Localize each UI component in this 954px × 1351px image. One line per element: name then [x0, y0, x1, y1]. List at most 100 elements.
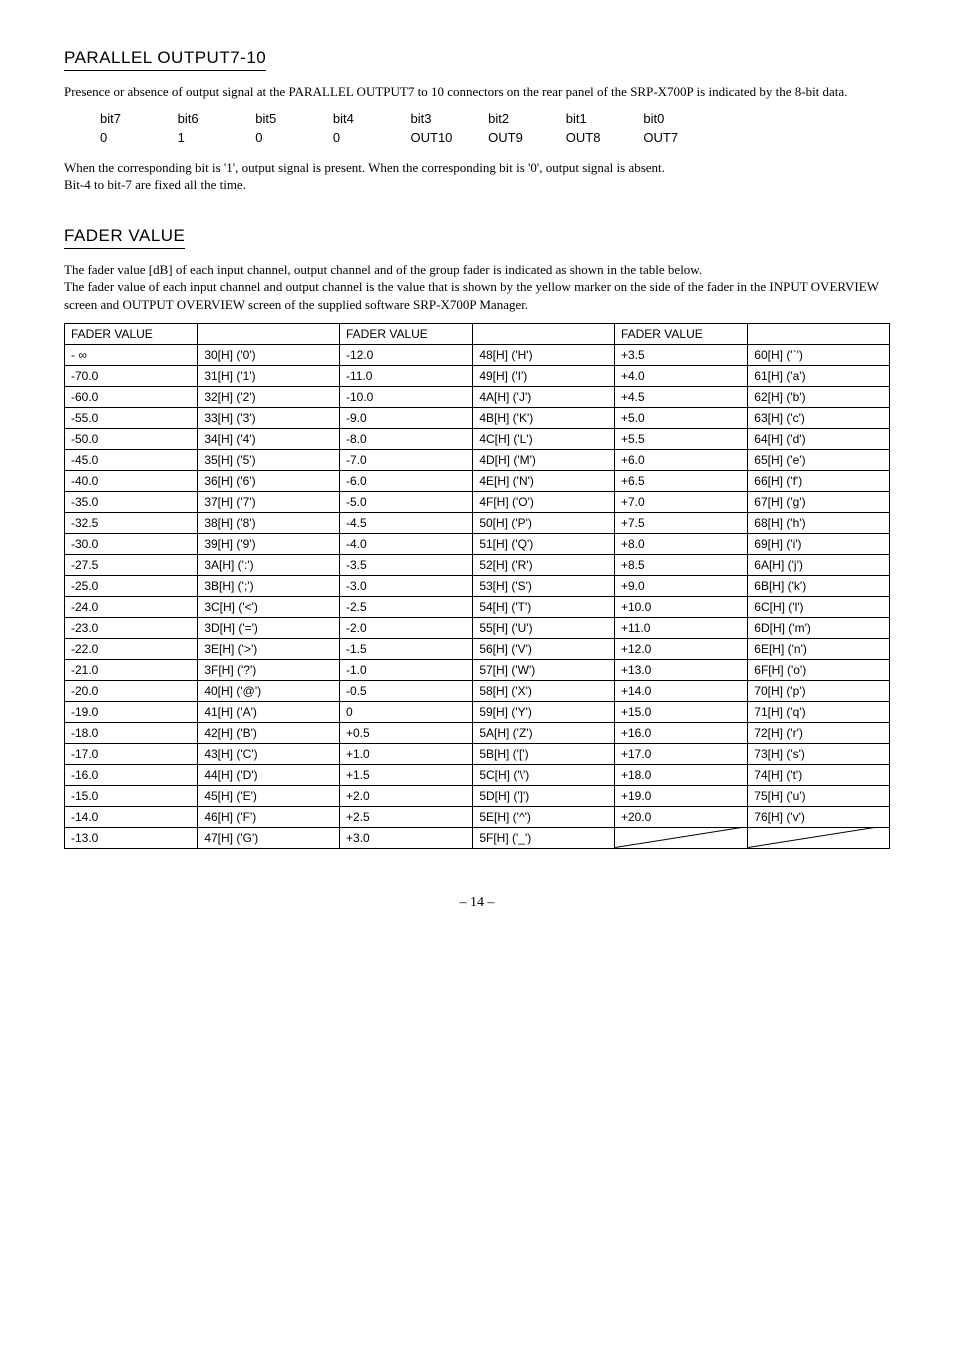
table-cell: 5D[H] (']')	[473, 786, 615, 807]
table-cell: 63[H] ('c')	[748, 408, 890, 429]
table-cell: 60[H] ('`')	[748, 345, 890, 366]
table-cell: 41[H] ('A')	[198, 702, 340, 723]
table-cell: 65[H] ('e')	[748, 450, 890, 471]
table-cell: -23.0	[65, 618, 198, 639]
table-cell: - ∞	[65, 345, 198, 366]
table-row: -40.036[H] ('6')-6.04E[H] ('N')+6.566[H]…	[65, 471, 890, 492]
table-row: -17.043[H] ('C')+1.05B[H] ('[')+17.073[H…	[65, 744, 890, 765]
bit-value-row: 0 1 0 0 OUT10 OUT9 OUT8 OUT7	[100, 130, 890, 145]
table-cell: -40.0	[65, 471, 198, 492]
fader-head-3: FADER VALUE	[614, 324, 747, 345]
table-row: -23.03D[H] ('=')-2.055[H] ('U')+11.06D[H…	[65, 618, 890, 639]
fader-head-1b	[198, 324, 340, 345]
table-cell: 31[H] ('1')	[198, 366, 340, 387]
table-cell: 43[H] ('C')	[198, 744, 340, 765]
table-cell: -7.0	[339, 450, 472, 471]
table-cell: +8.5	[614, 555, 747, 576]
table-cell: +6.5	[614, 471, 747, 492]
table-cell	[614, 828, 747, 849]
table-cell: +14.0	[614, 681, 747, 702]
table-cell: -12.0	[339, 345, 472, 366]
table-cell: 5C[H] ('\')	[473, 765, 615, 786]
table-cell: -5.0	[339, 492, 472, 513]
table-cell: -1.0	[339, 660, 472, 681]
bit-val-6: 1	[178, 130, 252, 145]
fader-head-2: FADER VALUE	[339, 324, 472, 345]
table-cell: +1.0	[339, 744, 472, 765]
table-cell: -8.0	[339, 429, 472, 450]
page-number: – 14 –	[64, 895, 890, 911]
table-cell: 39[H] ('9')	[198, 534, 340, 555]
bit-head-1: bit1	[566, 111, 640, 126]
table-cell: 48[H] ('H')	[473, 345, 615, 366]
table-cell: +2.0	[339, 786, 472, 807]
table-cell: 34[H] ('4')	[198, 429, 340, 450]
parallel-note-2: Bit-4 to bit-7 are fixed all the time.	[64, 176, 890, 194]
table-cell: 50[H] ('P')	[473, 513, 615, 534]
table-row: -50.034[H] ('4')-8.04C[H] ('L')+5.564[H]…	[65, 429, 890, 450]
bit-head-2: bit2	[488, 111, 562, 126]
table-cell: -27.5	[65, 555, 198, 576]
table-cell: 44[H] ('D')	[198, 765, 340, 786]
table-cell: -2.5	[339, 597, 472, 618]
table-cell: -3.0	[339, 576, 472, 597]
table-cell: -0.5	[339, 681, 472, 702]
table-cell: +6.0	[614, 450, 747, 471]
table-cell: -32.5	[65, 513, 198, 534]
table-cell: 6C[H] ('l')	[748, 597, 890, 618]
table-cell: +2.5	[339, 807, 472, 828]
table-cell: +11.0	[614, 618, 747, 639]
table-cell: -9.0	[339, 408, 472, 429]
table-cell: 67[H] ('g')	[748, 492, 890, 513]
table-cell: +4.5	[614, 387, 747, 408]
table-cell: 3B[H] (';')	[198, 576, 340, 597]
table-cell: -3.5	[339, 555, 472, 576]
table-cell: -14.0	[65, 807, 198, 828]
table-cell: +10.0	[614, 597, 747, 618]
table-cell: +13.0	[614, 660, 747, 681]
table-cell: 73[H] ('s')	[748, 744, 890, 765]
bit-head-3: bit3	[411, 111, 485, 126]
table-cell: 49[H] ('I')	[473, 366, 615, 387]
bit-val-0: OUT7	[643, 130, 717, 145]
fader-head-2b	[473, 324, 615, 345]
table-cell: -25.0	[65, 576, 198, 597]
table-cell: 59[H] ('Y')	[473, 702, 615, 723]
table-cell: 0	[339, 702, 472, 723]
table-cell: -19.0	[65, 702, 198, 723]
table-cell: +16.0	[614, 723, 747, 744]
table-cell: +19.0	[614, 786, 747, 807]
table-cell: 37[H] ('7')	[198, 492, 340, 513]
bit-head-0: bit0	[643, 111, 717, 126]
table-row: -25.03B[H] (';')-3.053[H] ('S')+9.06B[H]…	[65, 576, 890, 597]
table-cell: 58[H] ('X')	[473, 681, 615, 702]
table-cell: +3.0	[339, 828, 472, 849]
table-row: -30.039[H] ('9')-4.051[H] ('Q')+8.069[H]…	[65, 534, 890, 555]
table-cell: 64[H] ('d')	[748, 429, 890, 450]
table-cell: 4A[H] ('J')	[473, 387, 615, 408]
table-cell: +7.5	[614, 513, 747, 534]
fader-intro-1: The fader value [dB] of each input chann…	[64, 261, 890, 279]
table-cell: 40[H] ('@')	[198, 681, 340, 702]
table-cell: 75[H] ('u')	[748, 786, 890, 807]
table-row: -55.033[H] ('3')-9.04B[H] ('K')+5.063[H]…	[65, 408, 890, 429]
table-cell: 42[H] ('B')	[198, 723, 340, 744]
table-cell: -15.0	[65, 786, 198, 807]
table-cell: -70.0	[65, 366, 198, 387]
table-row: - ∞30[H] ('0')-12.048[H] ('H')+3.560[H] …	[65, 345, 890, 366]
table-row: -18.042[H] ('B')+0.55A[H] ('Z')+16.072[H…	[65, 723, 890, 744]
table-cell: 74[H] ('t')	[748, 765, 890, 786]
table-cell: -4.5	[339, 513, 472, 534]
table-cell: +7.0	[614, 492, 747, 513]
parallel-title: PARALLEL OUTPUT7-10	[64, 48, 266, 71]
table-row: -45.035[H] ('5')-7.04D[H] ('M')+6.065[H]…	[65, 450, 890, 471]
table-cell: 69[H] ('i')	[748, 534, 890, 555]
bit-val-4: 0	[333, 130, 407, 145]
table-cell: 4C[H] ('L')	[473, 429, 615, 450]
table-cell: 56[H] ('V')	[473, 639, 615, 660]
table-cell: 57[H] ('W')	[473, 660, 615, 681]
table-cell: +4.0	[614, 366, 747, 387]
bit-head-4: bit4	[333, 111, 407, 126]
table-row: -13.047[H] ('G')+3.05F[H] ('_')	[65, 828, 890, 849]
table-cell: 36[H] ('6')	[198, 471, 340, 492]
